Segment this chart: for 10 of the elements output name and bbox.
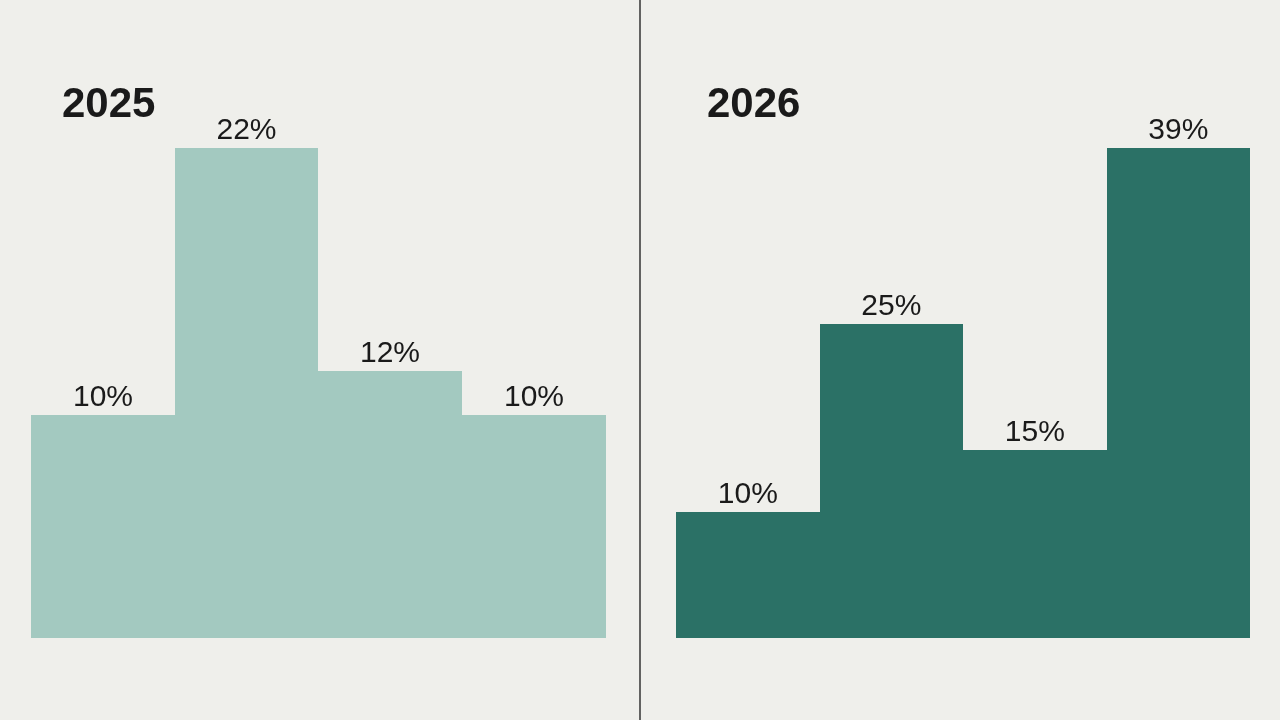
data-label: 39% <box>1148 112 1209 145</box>
chart-title: 2025 <box>62 79 156 126</box>
data-label: 22% <box>216 112 277 145</box>
data-label: 10% <box>72 379 133 412</box>
chart-title: 2026 <box>707 79 801 126</box>
data-label: 25% <box>861 288 922 321</box>
data-label: 12% <box>359 335 420 368</box>
data-label: 10% <box>503 379 564 412</box>
data-label: 10% <box>717 476 778 509</box>
data-label: 15% <box>1004 414 1065 447</box>
